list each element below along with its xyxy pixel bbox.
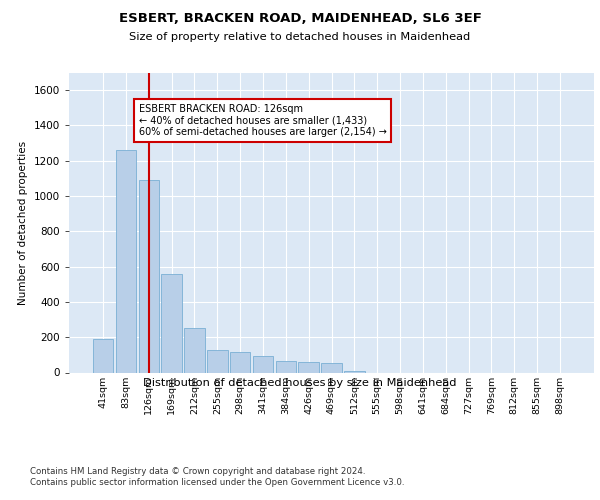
Bar [321,363,342,372]
Bar [207,350,227,372]
Bar [139,180,159,372]
Bar [275,361,296,372]
Bar [93,339,113,372]
Bar [253,356,273,372]
Text: Size of property relative to detached houses in Maidenhead: Size of property relative to detached ho… [130,32,470,42]
Bar [230,352,250,372]
Y-axis label: Number of detached properties: Number of detached properties [18,140,28,304]
Bar [344,370,365,372]
Bar [161,274,182,372]
Bar [184,328,205,372]
Text: Contains HM Land Registry data © Crown copyright and database right 2024.
Contai: Contains HM Land Registry data © Crown c… [30,468,404,487]
Bar [298,362,319,372]
Text: Distribution of detached houses by size in Maidenhead: Distribution of detached houses by size … [143,378,457,388]
Bar [116,150,136,372]
Text: ESBERT BRACKEN ROAD: 126sqm
← 40% of detached houses are smaller (1,433)
60% of : ESBERT BRACKEN ROAD: 126sqm ← 40% of det… [139,104,386,137]
Text: ESBERT, BRACKEN ROAD, MAIDENHEAD, SL6 3EF: ESBERT, BRACKEN ROAD, MAIDENHEAD, SL6 3E… [119,12,481,26]
